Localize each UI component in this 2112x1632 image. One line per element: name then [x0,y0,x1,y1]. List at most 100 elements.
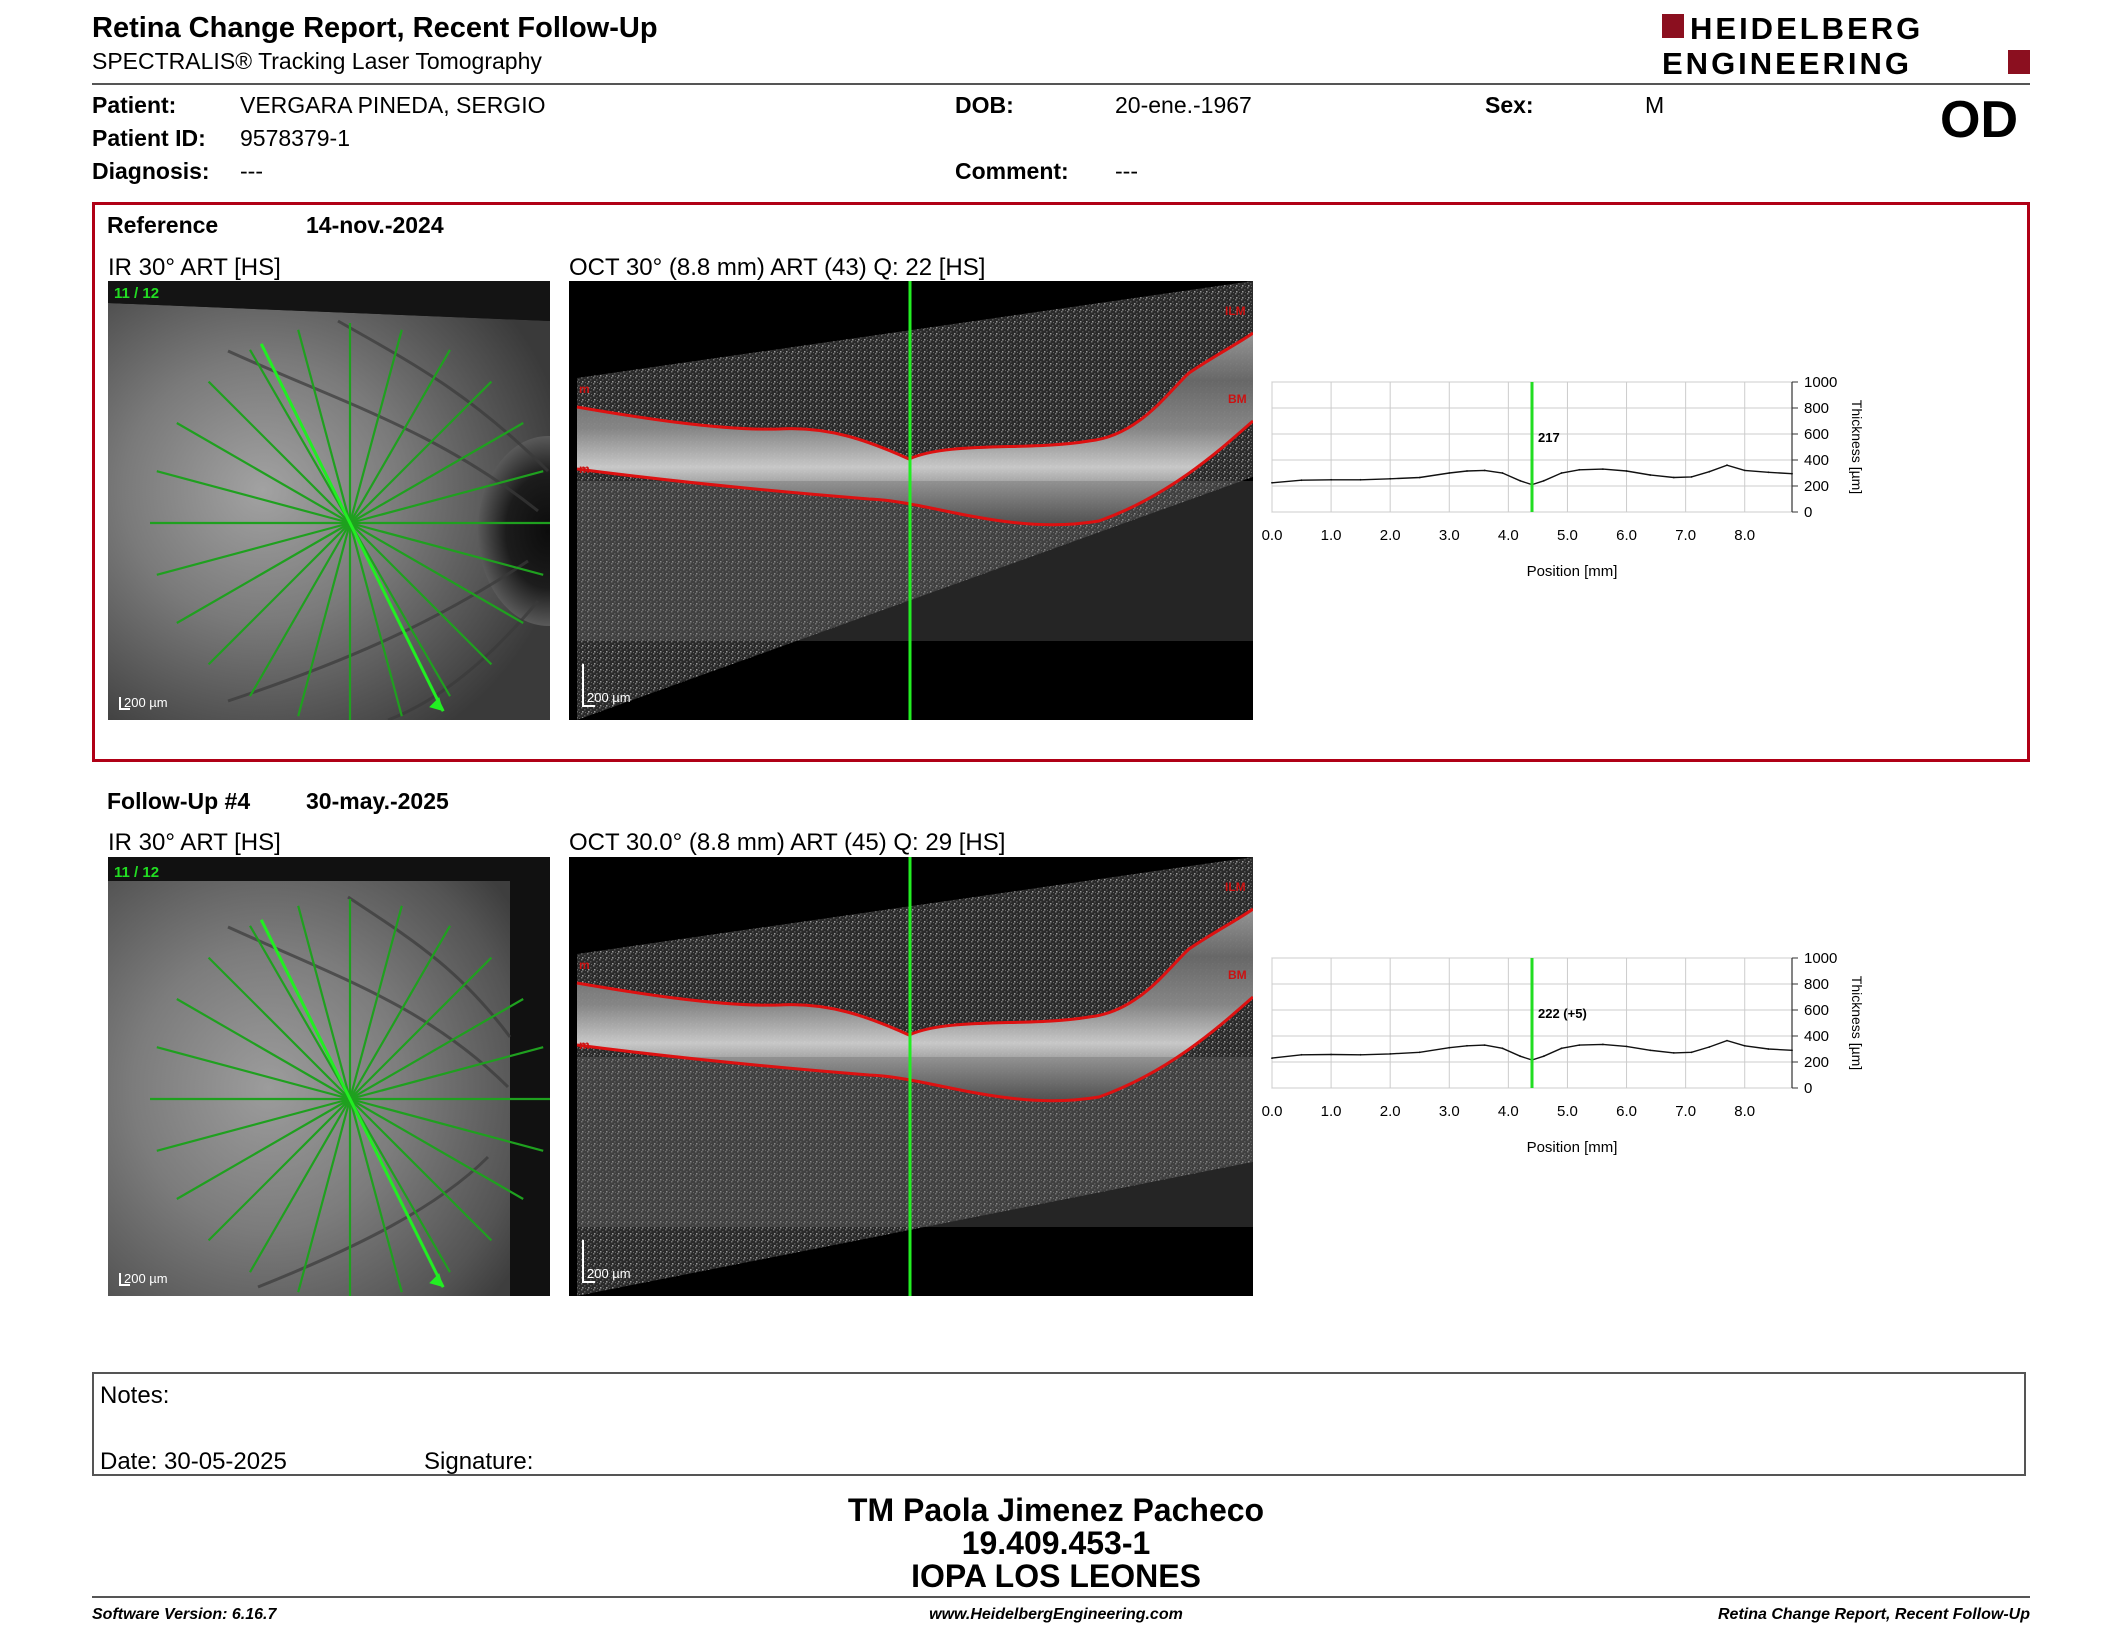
scan-line [176,1098,351,1200]
y-tick-label: 200 [1804,1054,1829,1071]
y-tick-label: 200 [1804,478,1829,495]
thickness-point [1726,464,1728,467]
footer-divider [92,1596,2030,1598]
scan-line [207,956,351,1100]
thickness-point [1501,1047,1504,1050]
thickness-point [1466,470,1468,472]
thickness-point [1519,479,1522,482]
thickness-point [1649,474,1652,476]
x-tick-label: 7.0 [1675,1103,1696,1120]
followup-ir-counter: 11 / 12 [114,864,159,881]
header-divider [92,83,2030,85]
reference-ir-counter: 11 / 12 [114,285,159,302]
y-tick-label: 400 [1804,1028,1829,1045]
y-tick-label: 1000 [1804,950,1837,967]
reference-frame [92,202,2030,762]
thickness-point [1578,1044,1581,1046]
thickness-point [1330,1053,1332,1056]
notes-box: Notes: Date: 30-05-2025 Signature: [92,1372,2026,1476]
thickness-point [1672,1052,1675,1054]
thickness-point [1300,1053,1303,1056]
scan-line [207,522,351,666]
x-tick-label: 3.0 [1439,1103,1460,1120]
thickness-point [1602,1043,1604,1046]
x-axis-label: Position [mm] [1527,563,1618,580]
patient-label: Patient: [92,92,177,118]
website-link[interactable]: www.HeidelbergEngineering.com [929,1606,1183,1623]
reference-label: Reference [107,212,219,238]
scan-line [297,329,352,524]
scan-arrow-icon [429,697,444,712]
thickness-point [1743,469,1746,472]
thickness-point [1359,478,1362,481]
x-tick-label: 6.0 [1616,527,1637,544]
software-version: Software Version: 6.16.7 [92,1606,277,1623]
scan-line [348,329,403,524]
scan-line [349,522,451,697]
y-tick-label: 600 [1804,426,1829,443]
scan-line [349,1098,493,1242]
thickness-point [1625,470,1628,472]
scan-line [349,1098,524,1200]
thickness-point [1791,1049,1793,1052]
scan-line [349,470,544,525]
heidelberg-logo: HEIDELBERG ENGINEERING [1662,12,2030,78]
followup-m-label-1: m [579,958,590,972]
reference-oct-scale: 200 µm [587,690,631,705]
signer-id: 19.409.453-1 [961,1525,1151,1561]
thickness-point [1560,1047,1563,1050]
report-title: Retina Change Report, Recent Follow-Up [92,12,658,44]
thickness-point [1300,479,1303,482]
logo-line1: HEIDELBERG [1690,12,1923,46]
thickness-point [1690,1051,1693,1054]
thickness-point [1708,1046,1711,1048]
followup-oct-label: OCT 30.0° (8.8 mm) ART (45) Q: 29 [HS] [569,829,1006,856]
active-scan-line [259,919,445,1288]
reference-date: 14-nov.-2024 [306,212,444,238]
x-tick-label: 4.0 [1498,527,1519,544]
x-tick-label: 5.0 [1557,1103,1578,1120]
notes-date: Date: 30-05-2025 [100,1448,287,1475]
scan-line [349,956,493,1100]
thickness-point [1791,472,1793,475]
cursor-value-label: 217 [1538,430,1560,445]
thickness-point [1542,479,1545,482]
followup-oct-image: ILM BM m m 200 µm [569,857,1253,1296]
thickness-point [1271,481,1273,484]
thickness-point [1602,468,1604,470]
patient-id: 9578379-1 [240,125,350,151]
thickness-point [1726,1039,1728,1042]
x-axis-label: Position [mm] [1527,1139,1618,1156]
reference-m-label-2: m [579,462,590,476]
followup-m-label-2: m [579,1038,590,1052]
thickness-point [1448,472,1451,474]
followup-ir-scale: 200 µm [124,1271,168,1286]
comment-label: Comment: [955,158,1069,184]
followup-bm-label: BM [1228,968,1247,982]
dob-label: DOB: [955,92,1014,118]
reference-oct-label: OCT 30° (8.8 mm) ART (43) Q: 22 [HS] [569,254,986,281]
x-tick-label: 0.0 [1262,1103,1282,1120]
scan-line [349,998,524,1100]
scan-line [348,905,403,1100]
scan-line [349,349,451,524]
followup-label: Follow-Up #4 [107,788,251,814]
thickness-point [1743,1044,1746,1047]
followup-ir-image: 200 µm 11 / 12 [108,857,550,1296]
scan-line [207,1098,351,1242]
reference-ir-label: IR 30° ART [HS] [108,254,281,281]
signer-name: TM Paola Jimenez Pacheco [847,1492,1265,1528]
thickness-point [1672,476,1675,479]
thickness-point [1330,478,1332,481]
thickness-point [1708,470,1711,473]
scan-line [176,422,351,524]
scan-line [176,998,351,1100]
x-tick-label: 2.0 [1380,1103,1401,1120]
y-tick-label: 1000 [1804,374,1837,391]
notes-label: Notes: [100,1382,170,1409]
x-tick-label: 7.0 [1675,527,1696,544]
thickness-point [1448,1046,1451,1049]
y-tick-label: 0 [1804,1080,1812,1097]
y-tick-label: 0 [1804,504,1812,521]
reference-ir-scale: 200 µm [124,695,168,710]
